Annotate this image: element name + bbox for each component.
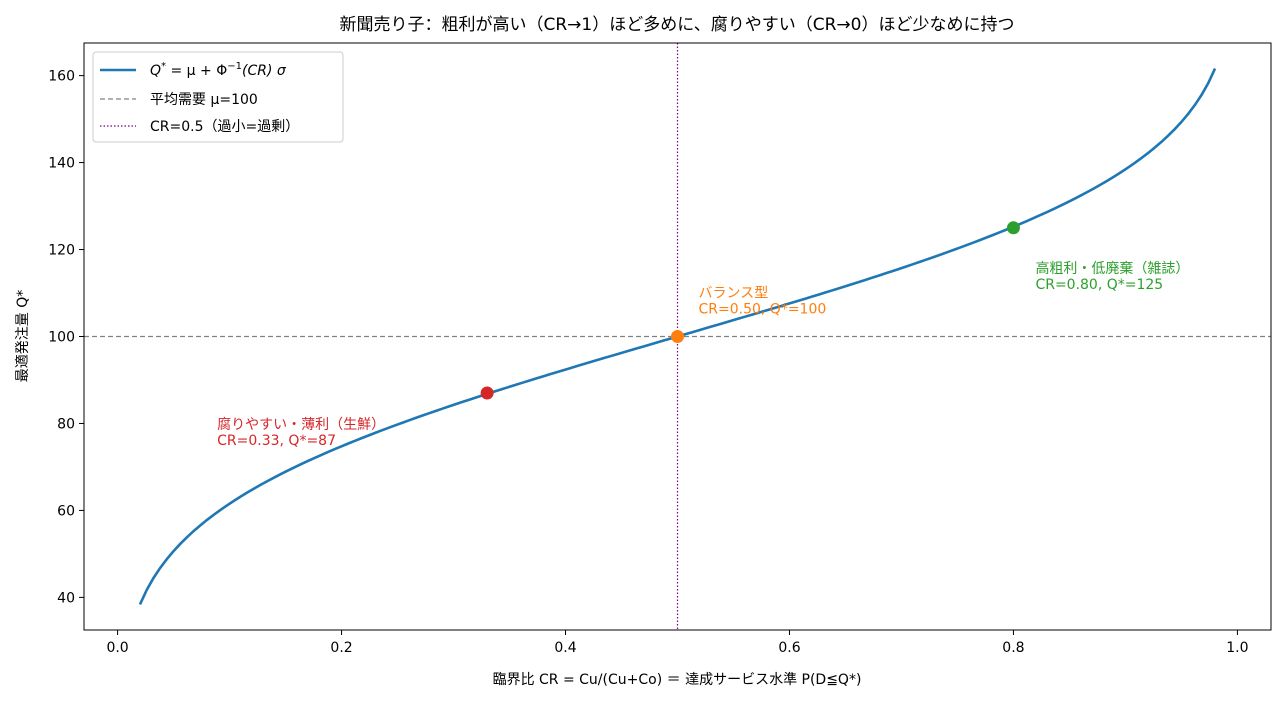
x-tick-label: 1.0 <box>1226 640 1248 656</box>
y-tick-label: 60 <box>57 503 75 519</box>
legend-mean-label: 平均需要 μ=100 <box>150 92 258 108</box>
legend-curve-label: Q* = μ + Φ−1(CR) σ <box>150 61 287 79</box>
y-axis-label: 最適発注量 Q* <box>14 290 31 382</box>
highlight-point <box>480 386 494 400</box>
legend: Q* = μ + Φ−1(CR) σ 平均需要 μ=100 CR=0.5（過小=… <box>92 51 344 143</box>
annotation-title: バランス型 <box>699 286 769 302</box>
annotation-title: 腐りやすい・薄利（生鮮） <box>217 416 385 433</box>
x-axis: 0.0 0.2 0.4 0.6 0.8 1.0 <box>106 630 1249 656</box>
x-tick-label: 0.0 <box>106 640 128 656</box>
annotation-detail: CR=0.33, Q*=87 <box>217 433 336 449</box>
y-tick-label: 160 <box>48 69 75 85</box>
x-tick-label: 0.2 <box>330 640 352 656</box>
x-axis-label: 臨界比 CR = Cu/(Cu+Co) ＝ 達成サービス水準 P(D≦Q*) <box>493 672 862 688</box>
highlight-point <box>671 330 684 343</box>
y-tick-label: 140 <box>48 156 75 172</box>
annotation-title: 高粗利・低廃棄（雑誌） <box>1035 260 1189 277</box>
y-tick-label: 100 <box>48 330 75 346</box>
y-tick-label: 40 <box>57 590 75 606</box>
x-tick-label: 0.6 <box>778 640 800 656</box>
x-tick-label: 0.8 <box>1002 640 1024 656</box>
legend-box <box>92 51 344 143</box>
y-tick-label: 80 <box>57 416 75 432</box>
annotations-layer: 腐りやすい・薄利（生鮮）CR=0.33, Q*=87 バランス型CR=0.50, … <box>217 260 1189 449</box>
points-layer <box>480 221 1020 400</box>
annotation-detail: CR=0.80, Q*=125 <box>1035 277 1163 293</box>
highlight-point <box>1006 221 1020 235</box>
chart-title: 新聞売り子：粗利が高い（CR→1）ほど多めに、腐りやすい（CR→0）ほど少なめに… <box>340 15 1015 35</box>
annotation-detail: CR=0.50, Q*=100 <box>699 302 827 318</box>
y-axis: 40 60 80 100 120 140 160 <box>48 69 84 606</box>
x-tick-label: 0.4 <box>554 640 576 656</box>
legend-cr-label: CR=0.5（過小=過剰） <box>150 119 299 135</box>
y-tick-label: 120 <box>48 243 75 259</box>
